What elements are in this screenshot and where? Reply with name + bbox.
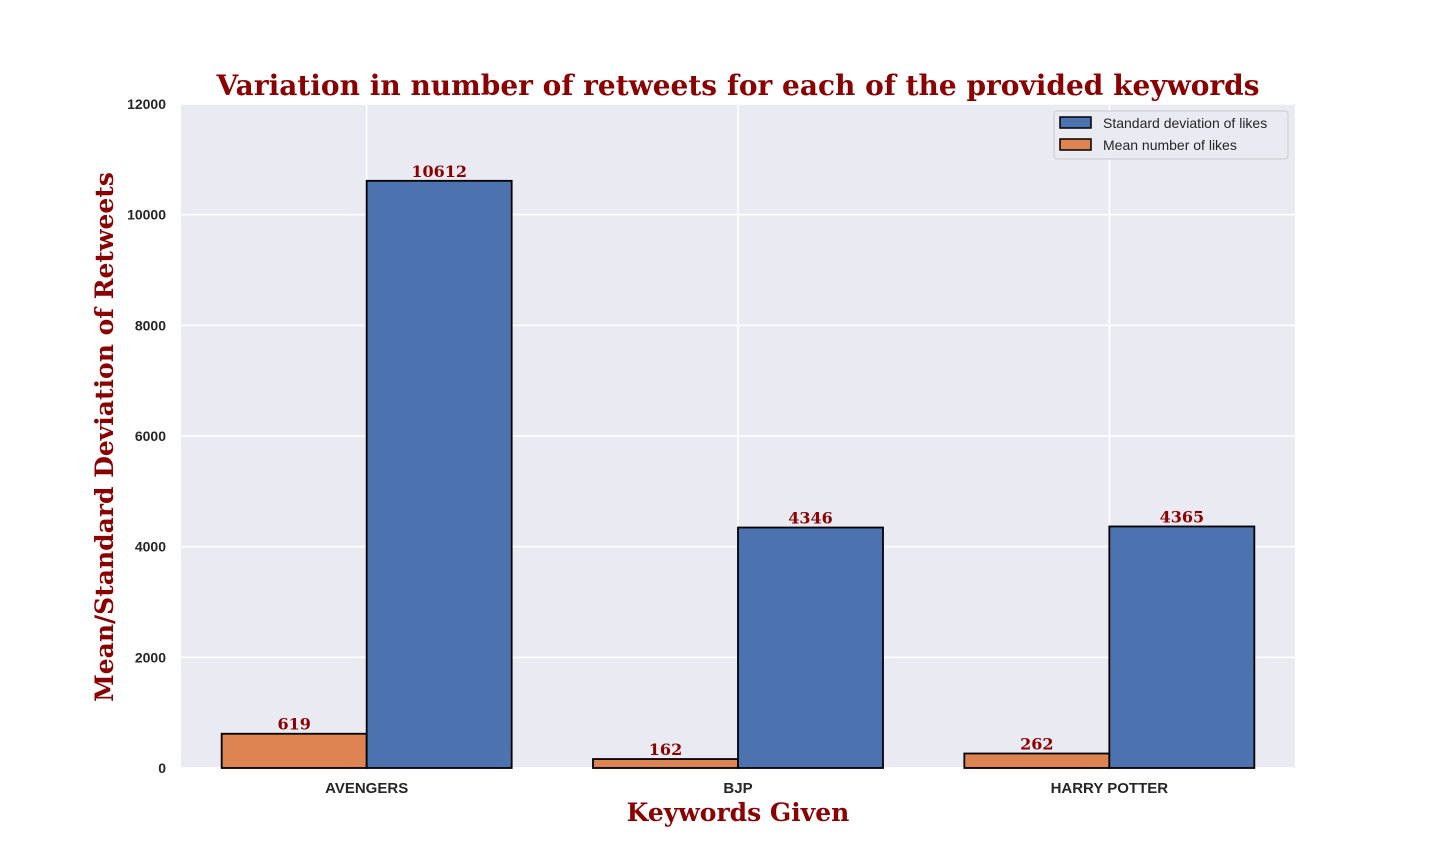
y-axis-label: Mean/Standard Deviation of Retweets [90, 172, 119, 702]
bar-value-label: 4365 [1160, 507, 1205, 526]
y-tick-label: 4000 [135, 539, 166, 555]
x-tick-label: BJP [723, 780, 752, 797]
bar [737, 526, 884, 769]
legend-box [1053, 110, 1289, 160]
bar-value-label: 162 [649, 740, 682, 759]
legend-entry-label: Mean number of likes [1103, 137, 1237, 153]
y-tick-label: 12000 [127, 96, 166, 112]
bar-value-label: 4346 [788, 509, 833, 528]
y-tick-label: 8000 [135, 317, 166, 333]
y-axis-ticks: 0 2000 4000 6000 8000 10000 12000 [127, 96, 166, 776]
y-tick-label: 2000 [135, 649, 166, 665]
bar-value-label: 262 [1020, 735, 1053, 754]
legend-swatch [1059, 138, 1092, 151]
bars [220, 179, 1256, 769]
bar [592, 758, 739, 769]
x-axis-label: Keywords Given [627, 798, 850, 827]
legend: Standard deviation of likes Mean number o… [1053, 110, 1289, 160]
bar-value-label: 619 [277, 715, 310, 734]
bar-labels: 619 162 262 10612 4346 4365 [277, 162, 1204, 759]
legend-entry-label: Standard deviation of likes [1103, 115, 1267, 131]
bar [365, 179, 513, 769]
x-tick-label: HARRY POTTER [1051, 780, 1169, 797]
bar-value-label: 10612 [411, 162, 467, 181]
y-tick-label: 6000 [135, 428, 166, 444]
y-tick-label: 0 [158, 760, 166, 776]
bar [220, 732, 368, 769]
bar [1108, 525, 1256, 769]
y-tick-label: 10000 [127, 207, 166, 223]
bar [963, 752, 1111, 769]
legend-swatch [1059, 116, 1092, 129]
x-axis-ticks: AVENGERS BJP HARRY POTTER [325, 780, 1168, 797]
chart-title: Variation in number of retweets for each… [216, 69, 1260, 102]
x-tick-label: AVENGERS [325, 780, 408, 797]
